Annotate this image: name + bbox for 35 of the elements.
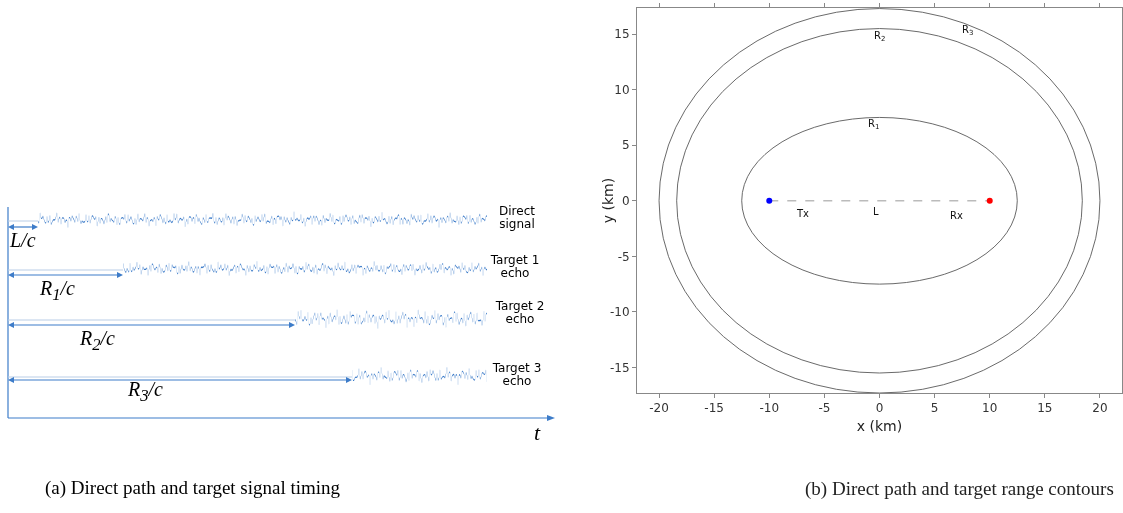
y-tick-label: -10 bbox=[609, 305, 630, 320]
text: Target 2 echo bbox=[495, 299, 545, 327]
text: Target 1 echo bbox=[490, 253, 540, 281]
x-tick-label: -5 bbox=[818, 401, 831, 416]
x-tick-label: -10 bbox=[759, 401, 780, 416]
text: R$_{1}$/c bbox=[40, 277, 75, 305]
x-tick-label: 15 bbox=[1037, 401, 1053, 416]
x-tick-label: -20 bbox=[649, 401, 669, 416]
text: Target 3 echo bbox=[492, 361, 542, 389]
y-tick-label: -15 bbox=[609, 360, 630, 375]
x-tick-label: 20 bbox=[1092, 401, 1108, 416]
annotation: R$_{2}$ bbox=[874, 30, 886, 44]
y-tick-label: 5 bbox=[621, 138, 630, 153]
y-tick-label: -5 bbox=[617, 249, 630, 264]
text: (a) Direct path and target signal timing bbox=[45, 477, 341, 499]
text: L/c bbox=[10, 229, 36, 251]
text: Direct signal bbox=[498, 204, 536, 232]
annotation: R$_{1}$ bbox=[868, 118, 880, 132]
x-axis-title: x (km) bbox=[856, 417, 903, 434]
y-tick-label: 10 bbox=[614, 82, 630, 97]
x-tick-label: 10 bbox=[982, 401, 998, 416]
annotation: L bbox=[873, 206, 879, 217]
text: R$_{2}$/c bbox=[80, 327, 115, 355]
text: (b) Direct path and target range contours bbox=[805, 478, 1114, 500]
annotation: R$_{3}$ bbox=[962, 24, 974, 38]
text: t bbox=[534, 420, 541, 446]
y-tick-label: 15 bbox=[614, 27, 630, 42]
annotation: Tx bbox=[796, 208, 810, 219]
x-tick-label: 0 bbox=[875, 401, 884, 416]
y-axis-title: y (km) bbox=[600, 177, 616, 224]
x-tick-label: 5 bbox=[930, 401, 939, 416]
x-tick-label: -15 bbox=[704, 401, 724, 416]
text: R$_{3}$/c bbox=[128, 378, 163, 406]
y-tick-label: 0 bbox=[621, 193, 630, 208]
annotation: Rx bbox=[950, 210, 963, 221]
